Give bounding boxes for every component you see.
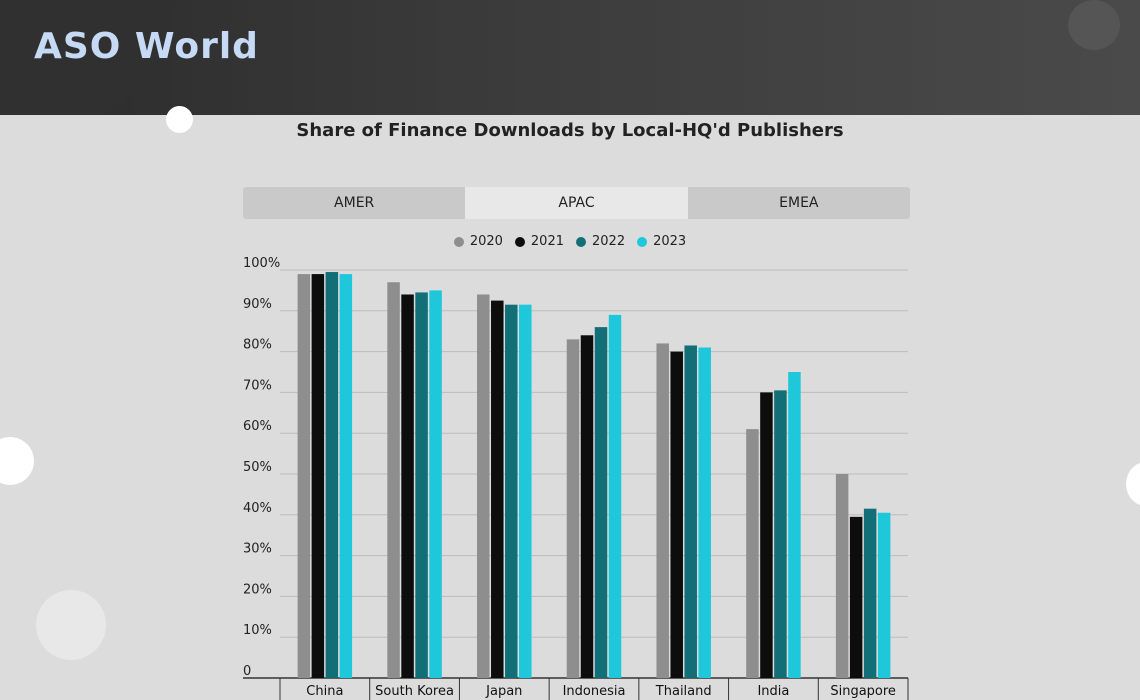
x-tick-label: Indonesia: [563, 684, 626, 699]
legend-item-2020[interactable]: 2020: [453, 234, 503, 249]
bar-2021: [670, 351, 683, 678]
bar-2021: [401, 294, 414, 678]
bar-2020: [477, 294, 490, 678]
bar-2020: [297, 274, 311, 678]
chart-title: Share of Finance Downloads by Local-HQ'd…: [296, 120, 844, 141]
x-tick-label: India: [757, 684, 789, 699]
legend-swatch-2020: [453, 236, 464, 247]
bar-2023: [608, 314, 622, 678]
bar-2022: [325, 272, 339, 678]
bar-2023: [429, 290, 442, 678]
bar-2023: [788, 372, 801, 678]
bar-2022: [684, 345, 697, 678]
bar-2023: [339, 274, 353, 678]
decor-circle: [166, 106, 193, 133]
bar-2020: [746, 429, 759, 678]
y-tick-label: 20%: [243, 582, 272, 597]
bar-2021: [849, 516, 863, 678]
bar-2023: [519, 304, 532, 678]
bar-2022: [594, 327, 608, 678]
x-tick-label: Thailand: [655, 684, 712, 699]
tab-amer[interactable]: AMER: [334, 195, 375, 211]
bar-2022: [774, 390, 787, 678]
bar-2023: [698, 347, 711, 678]
y-tick-label: 50%: [243, 460, 272, 475]
legend-swatch-2023: [637, 236, 648, 247]
legend-swatch-2022: [576, 236, 586, 247]
y-tick-label: 40%: [243, 501, 272, 516]
bar-2022: [505, 304, 518, 678]
chart-legend: 2020 2021 2022 2023: [0, 234, 1140, 249]
y-tick-label: 80%: [243, 338, 272, 353]
legend-label-2021: 2021: [530, 234, 564, 249]
y-tick-label: 10%: [243, 623, 272, 638]
legend-label-2020: 2020: [469, 234, 503, 249]
bar-2020: [656, 343, 669, 678]
aso-world-logo: ASO World: [34, 26, 259, 67]
decor-circle: [36, 590, 106, 660]
y-tick-label: 90%: [243, 297, 272, 312]
bar-2020: [835, 474, 849, 678]
y-tick-label: 100%: [243, 256, 280, 271]
x-tick-label: Japan: [485, 684, 522, 699]
bar-2020: [387, 282, 400, 678]
bar-2021: [580, 335, 594, 678]
tab-emea[interactable]: EMEA: [779, 195, 819, 211]
bar-2023: [877, 512, 891, 678]
bar-2020: [566, 339, 580, 678]
tab-apac[interactable]: APAC: [465, 187, 688, 219]
decor-circle: [1126, 462, 1140, 506]
bar-2022: [415, 292, 428, 678]
legend-item-2022[interactable]: 2022: [576, 234, 625, 249]
bar-2021: [311, 274, 325, 678]
legend-item-2023[interactable]: 2023: [637, 234, 686, 249]
legend-label-2023: 2023: [653, 234, 687, 249]
legend-label-2022: 2022: [592, 234, 626, 249]
legend-item-2021[interactable]: 2021: [514, 234, 564, 249]
x-tick-label: Singapore: [830, 684, 896, 699]
header-banner: ASO World: [0, 0, 1140, 115]
x-tick-label: China: [306, 684, 343, 699]
legend-swatch-2021: [514, 236, 525, 247]
bar-2022: [863, 508, 877, 678]
x-tick-label: South Korea: [375, 684, 454, 699]
region-tabs: AMER APAC EMEA: [243, 187, 910, 219]
y-tick-label: 30%: [243, 542, 272, 557]
y-tick-label: 60%: [243, 419, 272, 434]
bar-2021: [491, 300, 504, 678]
bar-2021: [760, 392, 773, 678]
y-tick-label: 70%: [243, 378, 272, 393]
decor-circle: [1068, 0, 1120, 50]
y-tick-label: 0: [243, 664, 251, 679]
